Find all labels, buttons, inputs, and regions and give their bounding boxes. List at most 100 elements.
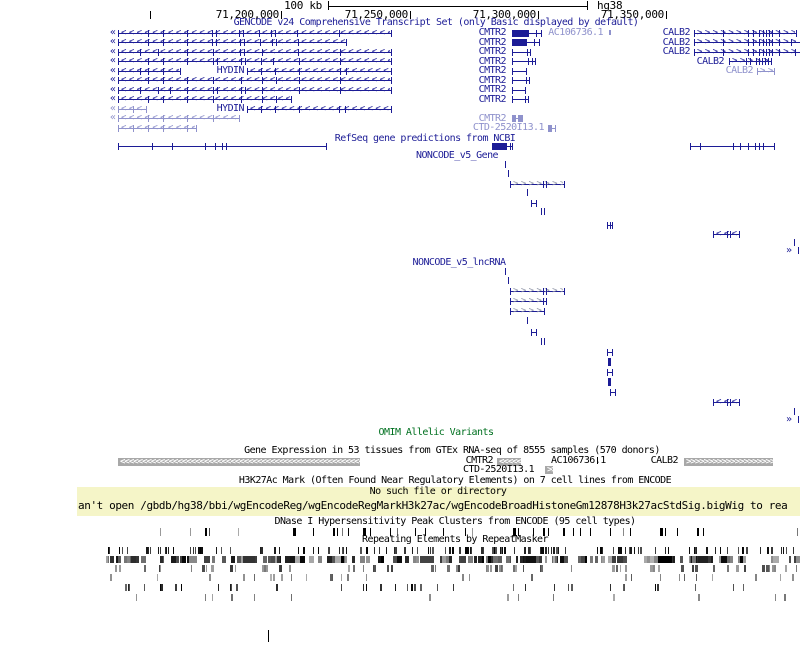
cmtr2-transcript[interactable] xyxy=(512,57,536,66)
gene-label-calb2-light[interactable]: CALB2 xyxy=(725,65,754,76)
dnase-title[interactable]: DNase I Hypersensitivity Peak Clusters f… xyxy=(274,516,636,527)
repeat-row-sine[interactable] xyxy=(0,547,800,554)
gtex-band-hydin[interactable]: <<<<<<<<<<<<<<<<<<<<<<<<<<<<<<<<<<<<<<<<… xyxy=(118,457,360,466)
hydin-transcript[interactable]: < < < < < < < < < < < < < < < < < < < xyxy=(247,67,392,76)
dnase-peak-bars[interactable] xyxy=(0,528,800,536)
gene-label-cmtr2[interactable]: CMTR2 xyxy=(478,74,507,86)
cmtr2-transcript[interactable] xyxy=(512,95,529,104)
noncode-item-clipped[interactable]: » xyxy=(786,245,792,256)
gene-label-cmtr2[interactable]: CMTR2 xyxy=(478,36,507,48)
noncode-lncrna-title[interactable]: NONCODE_v5_lncRNA xyxy=(412,257,507,268)
hydin-transcript[interactable]: < < < < < < < < < < < < < < < < < < < xyxy=(247,105,392,114)
lncrna-item[interactable] xyxy=(544,338,545,345)
noncode-item[interactable] xyxy=(505,161,506,168)
repeat-row-ltr[interactable] xyxy=(0,565,800,572)
noncode-item[interactable] xyxy=(607,221,613,230)
hydin-transcript-light[interactable]: < < < < « xyxy=(110,103,147,114)
lncrna-item[interactable] xyxy=(607,348,613,357)
lncrna-item[interactable] xyxy=(794,408,795,415)
noncode-gene-title[interactable]: NONCODE_v5_Gene xyxy=(415,150,499,161)
lncrna-item[interactable] xyxy=(527,317,528,324)
gtex-band-ac106736[interactable] xyxy=(597,457,598,464)
noncode-item[interactable] xyxy=(798,247,799,254)
hydin-transcript[interactable]: < < < < < < < < < < < < < < < < < < < < … xyxy=(110,55,392,66)
gene-label-cmtr2[interactable]: CMTR2 xyxy=(478,84,507,95)
gene-label-cmtr2[interactable]: CMTR2 xyxy=(478,55,507,67)
hydin-transcript[interactable]: < < < < < < < < < < < < < < < < < < < < … xyxy=(110,26,392,38)
hydin-transcript[interactable]: < < < < < < < < < < < < < < < < < < < < … xyxy=(110,45,392,57)
lncrna-item[interactable] xyxy=(608,378,611,386)
gene-label-hydin[interactable]: HYDIN xyxy=(216,65,245,76)
lncrna-item[interactable] xyxy=(505,268,506,275)
gtex-band-ctd[interactable]: >> xyxy=(545,465,553,474)
calb2-transcript[interactable]: > > > > > > xyxy=(729,57,772,66)
gene-label-cmtr2[interactable]: CMTR2 xyxy=(478,27,507,38)
gtex-label-ac106736[interactable]: AC106736.1 xyxy=(551,455,606,466)
refseq-calb2[interactable] xyxy=(690,142,775,151)
gencode-title[interactable]: GENCODE v24 Comprehensive Transcript Set… xyxy=(233,17,639,28)
cmtr2-transcript[interactable] xyxy=(512,38,540,47)
cmtr2-transcript[interactable] xyxy=(512,48,531,57)
hydin-transcript[interactable]: < < < < < < < < < < < < < < < < < < < < … xyxy=(110,74,392,85)
noncode-item[interactable] xyxy=(531,199,537,208)
transcript-light[interactable]: < < < < < < < < < < < xyxy=(118,124,197,133)
lncrna-item[interactable]: > > > > > xyxy=(510,297,547,306)
cmtr2-transcript[interactable] xyxy=(512,67,527,76)
lncrna-item[interactable]: < < < < xyxy=(713,398,740,407)
lncrna-item[interactable] xyxy=(607,368,613,377)
hydin-transcript[interactable]: < < < < < < < < < < < < < < < < < < < < … xyxy=(110,93,292,104)
gtex-band-cmtr2[interactable]: <<<<<< xyxy=(497,457,521,466)
calb2-transcript[interactable]: > > > > > > > > > > > > > > xyxy=(694,48,800,57)
gene-label-cmtr2[interactable]: CMTR2 xyxy=(478,93,507,105)
gene-label-cmtr2[interactable]: CMTR2 xyxy=(478,65,507,76)
gtex-band-calb2[interactable]: >>>>>>>>>>>>>>>>>>>>> xyxy=(684,457,773,466)
gene-label-calb2[interactable]: CALB2 xyxy=(662,27,691,38)
gtex-label-cmtr2[interactable]: CMTR2 xyxy=(465,455,494,466)
ctd-transcript-light[interactable] xyxy=(548,124,556,133)
cmtr2-transcript[interactable] xyxy=(512,76,530,85)
calb2-transcript-light[interactable]: > > > xyxy=(757,67,775,76)
cmtr2-transcript[interactable] xyxy=(512,29,542,38)
lncrna-item[interactable] xyxy=(798,416,799,423)
gene-label-ac106736[interactable]: AC106736.1 xyxy=(548,27,603,38)
lncrna-item[interactable]: > > > > > xyxy=(510,307,545,316)
refseq-title[interactable]: RefSeq gene predictions from NCBI xyxy=(334,133,516,144)
gtex-title[interactable]: Gene Expression in 53 tissues from GTEx … xyxy=(244,445,660,456)
lncrna-item-clipped[interactable]: » xyxy=(786,414,792,425)
gene-label-ctd-2520i13[interactable]: CTD-2520I13.1 xyxy=(472,122,545,133)
gtex-label-ctd[interactable]: CTD-2520I13.1 xyxy=(463,463,535,475)
calb2-transcript[interactable]: > > > > > > > > > > > > > > xyxy=(694,38,800,47)
noncode-item[interactable]: < < < < xyxy=(713,230,740,239)
h3k27ac-title[interactable]: H3K27Ac Mark (Often Found Near Regulator… xyxy=(238,475,672,486)
lncrna-item[interactable] xyxy=(608,358,611,366)
gene-label-cmtr2-light[interactable]: CMTR2 xyxy=(478,112,507,124)
lncrna-item[interactable] xyxy=(531,328,537,337)
noncode-item[interactable] xyxy=(544,208,545,215)
repeatmasker-title[interactable]: Repeating Elements by RepeatMasker xyxy=(362,534,549,545)
hydin-transcript[interactable]: < < < < < < < < < « xyxy=(110,64,181,76)
ac106736-item[interactable] xyxy=(609,30,611,35)
noncode-item[interactable] xyxy=(541,208,542,215)
gtex-label-calb2[interactable]: CALB2 xyxy=(650,455,679,466)
noncode-item[interactable]: > > > > > > > > xyxy=(510,180,565,189)
repeat-row-low-complexity[interactable] xyxy=(0,594,800,601)
calb2-transcript[interactable]: > > > > > > > > > > > > > > xyxy=(694,29,797,38)
custom-track-item[interactable] xyxy=(268,630,269,642)
lncrna-item[interactable] xyxy=(541,338,542,345)
refseq-hydin[interactable] xyxy=(118,142,327,151)
gene-label-calb2[interactable]: CALB2 xyxy=(662,46,691,57)
lncrna-item[interactable] xyxy=(610,388,616,397)
refseq-cmtr2[interactable] xyxy=(492,142,513,151)
gene-label-calb2[interactable]: CALB2 xyxy=(662,36,691,48)
gene-label-calb2[interactable]: CALB2 xyxy=(696,55,725,67)
hydin-transcript[interactable]: < < < < < < < < < < < < < < < < < < < < … xyxy=(110,36,347,47)
lncrna-item[interactable]: > > > > > > > > xyxy=(510,287,565,296)
hydin-transcript[interactable]: < < < < < < < < < < < < < < < < < < < < … xyxy=(110,83,392,95)
repeat-row-dna[interactable] xyxy=(0,574,800,581)
transcript-light[interactable]: < < < < < < < < < < < < < < < < « xyxy=(110,112,240,123)
noncode-item[interactable] xyxy=(508,170,509,177)
cmtr2-transcript[interactable] xyxy=(512,86,526,95)
repeat-row-simple[interactable] xyxy=(0,584,800,591)
gene-label-cmtr2[interactable]: CMTR2 xyxy=(478,46,507,57)
